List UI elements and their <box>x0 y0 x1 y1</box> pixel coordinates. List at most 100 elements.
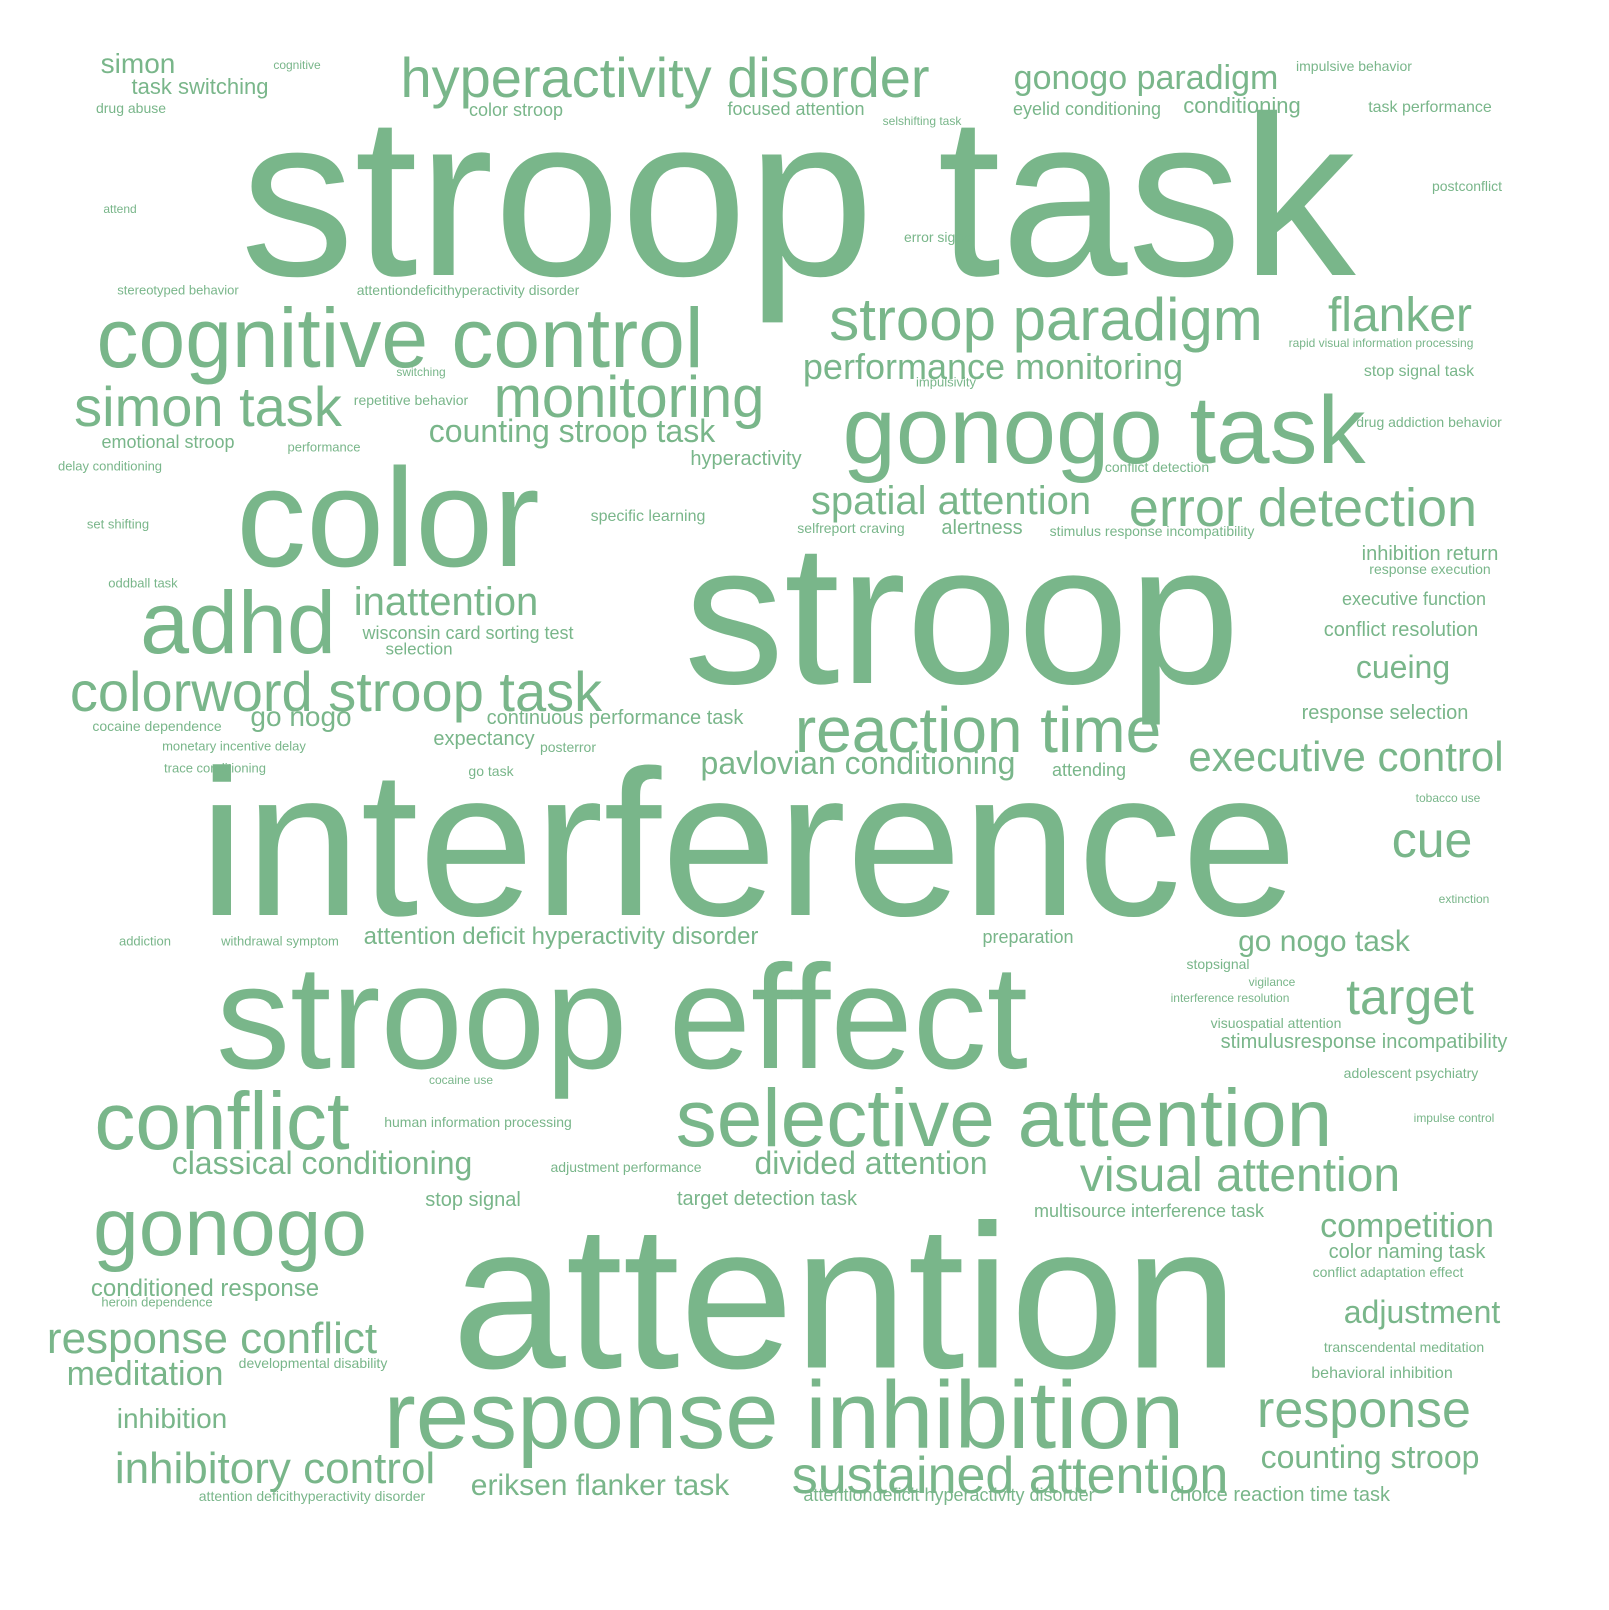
cloud-word: interference <box>198 728 1298 960</box>
cloud-word: stroop <box>684 503 1240 726</box>
cloud-word: monitoring <box>493 365 765 430</box>
cloud-word: response inhibition <box>383 1362 1185 1469</box>
cloud-word: focused attention <box>727 99 865 119</box>
cloud-word: postconflict <box>1431 178 1503 194</box>
cloud-word: task switching <box>131 74 269 99</box>
cloud-word: go task <box>468 763 514 779</box>
cloud-word: sustained attention <box>791 1447 1229 1505</box>
cloud-word: go nogo task <box>1238 925 1410 958</box>
cloud-word: attentiondeficithyperactivity disorder <box>356 282 580 298</box>
cloud-word: target detection task <box>676 1188 858 1210</box>
cloud-word: conflict <box>94 1076 350 1167</box>
cloud-word: alertness <box>941 517 1023 539</box>
cloud-word: conflict resolution <box>1323 619 1479 641</box>
cloud-word: flanker <box>1327 289 1473 342</box>
cloud-word: stimulusresponse incompatibility <box>1220 1031 1508 1053</box>
cloud-word: gonogo task <box>842 377 1366 484</box>
cloud-word: stroop task <box>240 70 1356 324</box>
cloud-word: delay conditioning <box>57 458 163 474</box>
cloud-word: selection <box>385 639 453 659</box>
cloud-word: simon <box>100 48 176 79</box>
cloud-word: classical conditioning <box>171 1145 473 1181</box>
cloud-word: cue <box>1391 812 1473 868</box>
cloud-word: adhd <box>140 573 336 672</box>
cloud-word: spatial attention <box>810 479 1092 523</box>
cloud-word: tobacco use <box>1415 791 1481 805</box>
cloud-word: inhibition <box>116 1403 228 1434</box>
cloud-word: reaction time <box>794 694 1162 766</box>
cloud-word: conflict detection <box>1104 459 1210 475</box>
cloud-word: emotional stroop <box>101 432 235 452</box>
cloud-word: color stroop <box>468 100 564 120</box>
cloud-word: behavioral inhibition <box>1311 1365 1453 1382</box>
cloud-word: stop signal <box>425 1189 521 1211</box>
cloud-word: executive control <box>1188 733 1504 780</box>
cloud-word: wisconsin card sorting test <box>362 623 574 643</box>
cloud-word: cocaine dependence <box>92 718 222 734</box>
cloud-word: pavlovian conditioning <box>700 745 1016 781</box>
cloud-word: inhibition return <box>1361 543 1499 565</box>
cloud-word: vigilance <box>1248 975 1296 989</box>
cloud-word: stroop paradigm <box>829 286 1263 353</box>
cloud-word: transcendental meditation <box>1323 1339 1485 1355</box>
cloud-word: adjustment <box>1343 1294 1501 1330</box>
cloud-word: colorword stroop task <box>69 660 603 723</box>
cloud-word: withdrawal symptom <box>221 933 339 949</box>
cloud-word: inhibitory control <box>114 1444 436 1493</box>
cloud-word: heroin dependence <box>101 1294 213 1310</box>
cloud-word: task performance <box>1368 99 1492 116</box>
cloud-word: executive function <box>1341 589 1487 609</box>
cloud-word: expectancy <box>433 728 535 750</box>
cloud-word: preparation <box>982 927 1074 947</box>
cloud-word: hyperactivity <box>690 448 802 470</box>
cloud-word: color naming task <box>1328 1241 1486 1263</box>
cloud-word: eriksen flanker task <box>470 1469 730 1502</box>
cloud-word: go nogo <box>250 701 352 732</box>
cloud-word: oddball task <box>108 575 178 591</box>
cloud-word: gonogo <box>93 1182 367 1273</box>
cloud-word: performance <box>287 439 361 455</box>
cloud-word: rapid visual information processing <box>1288 336 1474 350</box>
cloud-word: response selection <box>1301 702 1469 724</box>
cloud-word: visuospatial attention <box>1210 1015 1342 1031</box>
cloud-word: gonogo paradigm <box>1013 59 1279 97</box>
cloud-word: stroop effect <box>216 935 1028 1100</box>
cloud-word: interference resolution <box>1170 991 1290 1005</box>
cloud-word: target <box>1346 969 1474 1025</box>
cloud-word: eyelid conditioning <box>1012 99 1162 119</box>
cloud-word: inattention <box>353 580 539 624</box>
cloud-word: choice reaction time task <box>1169 1484 1391 1506</box>
cloud-word: simon task <box>74 375 342 438</box>
cloud-word: conditioned response <box>90 1275 320 1302</box>
cloud-word: drug abuse <box>95 100 167 116</box>
cloud-word: counting stroop task <box>428 413 716 449</box>
cloud-word: monetary incentive delay <box>162 738 306 754</box>
cloud-word: addiction <box>118 933 172 949</box>
cloud-word: human information processing <box>384 1114 572 1130</box>
cloud-word: repetitive behavior <box>353 392 469 408</box>
cloud-word: response conflict <box>46 1314 378 1363</box>
cloud-word: attention <box>451 1182 1239 1412</box>
cloud-word: cognitive <box>273 58 321 72</box>
cloud-word: stereotyped behavior <box>117 282 239 298</box>
cloud-word: color <box>236 439 540 596</box>
cloud-word: attend <box>103 202 137 216</box>
cloud-word: continuous performance task <box>486 707 744 729</box>
cloud-word: posterror <box>539 739 597 755</box>
cloud-word: impulsive behavior <box>1296 58 1412 74</box>
cloud-word: attention deficit hyperactivity disorder <box>363 923 759 950</box>
cloud-word: performance monitoring <box>802 346 1184 387</box>
cloud-word: switching <box>396 365 446 379</box>
cloud-word: visual attention <box>1079 1149 1401 1202</box>
cloud-word: cognitive control <box>96 291 704 385</box>
cloud-word: stop signal task <box>1363 363 1475 380</box>
cloud-word: response <box>1257 1381 1471 1439</box>
cloud-word: counting stroop <box>1260 1439 1480 1475</box>
cloud-word: extinction <box>1438 892 1490 906</box>
cloud-word: selfreport craving <box>797 520 905 536</box>
cloud-word: attending <box>1051 760 1127 780</box>
cloud-word: attention deficithyperactivity disorder <box>198 1488 426 1504</box>
cloud-word: drug addiction behavior <box>1356 414 1502 430</box>
cloud-word: selshifting task <box>882 114 962 128</box>
cloud-word: meditation <box>66 1355 224 1393</box>
